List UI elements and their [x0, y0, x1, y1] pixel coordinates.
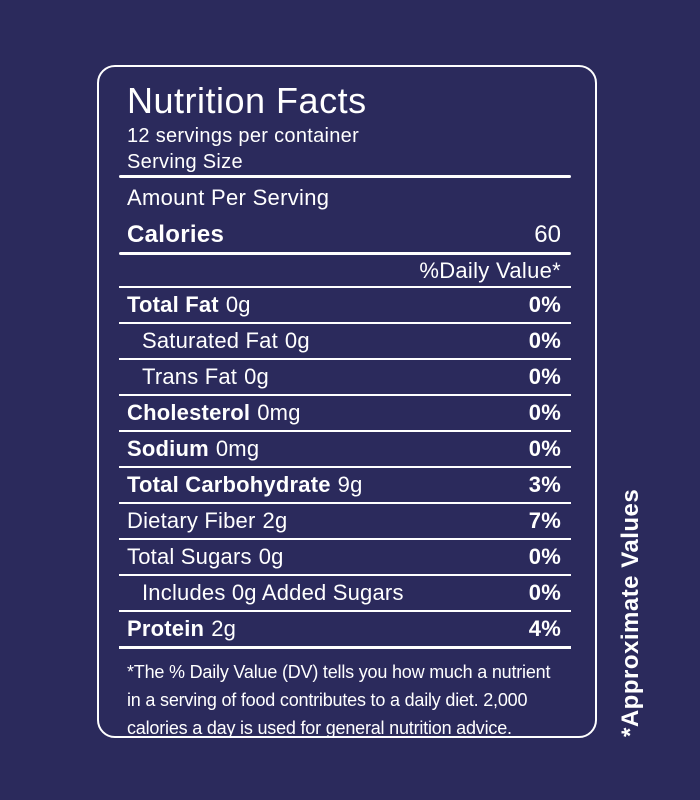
nutrient-name: Total Fat [127, 292, 219, 317]
nutrient-percent: 4% [528, 616, 561, 641]
nutrient-row-total-sugars: Total Sugars 0g 0% [119, 540, 571, 576]
nutrient-row-trans-fat: Trans Fat 0g 0% [119, 360, 571, 396]
nutrient-row-sodium: Sodium 0mg 0% [119, 432, 571, 468]
nutrient-row-dietary-fiber: Dietary Fiber 2g 7% [119, 504, 571, 540]
nutrient-name: Trans Fat [142, 364, 238, 389]
servings-per-container: 12 servings per container [127, 125, 360, 147]
nutrient-percent: 0% [528, 436, 561, 461]
calories-label: Calories [127, 221, 225, 248]
nutrient-label: Includes 0g Added Sugars [142, 580, 411, 606]
approximate-values-note: *Approximate Values [617, 488, 644, 737]
nutrient-name: Cholesterol [127, 400, 251, 425]
nutrient-percent: 0% [528, 400, 561, 425]
calories-value: 60 [534, 221, 561, 248]
calories-row: Calories 60 [119, 218, 571, 252]
nutrient-name: Total Sugars [127, 544, 252, 569]
nutrient-name: Total Carbohydrate [127, 472, 331, 497]
nutrient-label: Cholesterol 0mg [127, 400, 301, 426]
nutrient-row-protein: Protein 2g 4% [119, 612, 571, 649]
nutrient-amount: 0mg [257, 400, 301, 425]
nutrient-percent: 3% [528, 472, 561, 497]
label-header: Nutrition Facts 12 servings per containe… [119, 67, 571, 175]
divider [119, 252, 571, 255]
daily-value-footnote: *The % Daily Value (DV) tells you how mu… [127, 662, 551, 738]
nutrient-name: Includes 0g Added Sugars [142, 580, 404, 605]
nutrient-row-cholesterol: Cholesterol 0mg 0% [119, 396, 571, 432]
divider [119, 175, 571, 178]
nutrient-percent: 0% [528, 328, 561, 353]
nutrient-amount: 9g [337, 472, 363, 497]
nutrient-label: Dietary Fiber 2g [127, 508, 287, 534]
nutrient-amount: 0g [284, 328, 310, 353]
nutrient-amount: 0g [244, 364, 269, 389]
nutrient-label: Trans Fat 0g [142, 364, 269, 390]
nutrient-percent: 0% [528, 580, 561, 605]
nutrient-row-total-fat: Total Fat 0g 0% [119, 288, 571, 324]
nutrient-percent: 0% [528, 544, 561, 569]
nutrient-row-saturated-fat: Saturated Fat 0g 0% [119, 324, 571, 360]
serving-size: Serving Size [127, 151, 243, 173]
nutrient-name: Dietary Fiber [127, 508, 256, 533]
nutrient-amount: 0g [225, 292, 251, 317]
nutrient-name: Protein [127, 616, 205, 641]
nutrient-amount: 0g [258, 544, 284, 569]
nutrition-label-card: Nutrition Facts 12 servings per containe… [97, 65, 597, 738]
nutrient-percent: 7% [528, 508, 561, 533]
nutrient-row-total-carbohydrate: Total Carbohydrate 9g 3% [119, 468, 571, 504]
nutrient-row-added-sugars: Includes 0g Added Sugars 0% [119, 576, 571, 612]
nutrient-label: Total Fat 0g [127, 292, 251, 318]
nutrient-amount: 2g [211, 616, 237, 641]
nutrient-percent: 0% [528, 364, 561, 389]
nutrient-name: Sodium [127, 436, 209, 461]
nutrient-label: Protein 2g [127, 616, 236, 642]
nutrient-percent: 0% [528, 292, 561, 317]
nutrient-label: Sodium 0mg [127, 436, 259, 462]
label-title: Nutrition Facts [127, 80, 367, 121]
nutrient-label: Total Sugars 0g [127, 544, 284, 570]
nutrient-label: Saturated Fat 0g [142, 328, 310, 354]
daily-value-header: %Daily Value* [119, 255, 571, 288]
nutrient-name: Saturated Fat [142, 328, 278, 353]
nutrient-label: Total Carbohydrate 9g [127, 472, 363, 498]
nutrient-amount: 0mg [215, 436, 260, 461]
nutrient-amount: 2g [262, 508, 288, 533]
amount-per-serving-header: Amount Per Serving [127, 185, 330, 210]
